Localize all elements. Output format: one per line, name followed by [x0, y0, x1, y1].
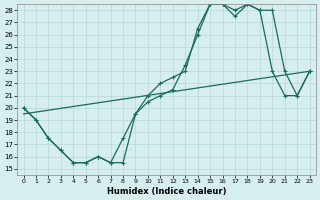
- X-axis label: Humidex (Indice chaleur): Humidex (Indice chaleur): [107, 187, 226, 196]
